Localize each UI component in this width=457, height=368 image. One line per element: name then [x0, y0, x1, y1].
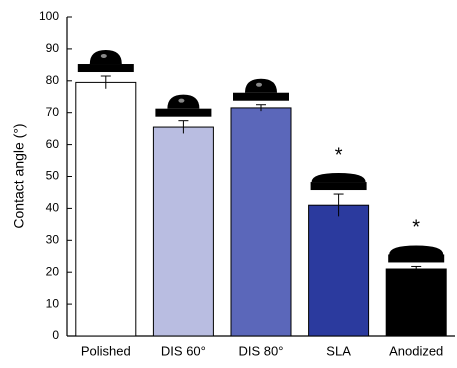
y-tick-label: 20	[46, 264, 60, 278]
x-tick-label: DIS 80°	[239, 343, 284, 358]
y-axis-label: Contact angle (°)	[11, 123, 27, 228]
bar	[385, 268, 447, 337]
annotation: *	[335, 144, 343, 166]
x-tick-label: Polished	[81, 343, 131, 358]
droplet-base	[310, 182, 367, 191]
bar	[308, 204, 370, 337]
y-tick-label: 80	[46, 73, 60, 87]
droplet-highlight	[178, 98, 185, 103]
droplet	[311, 173, 366, 183]
droplet-base	[155, 108, 212, 117]
x-tick-label: Anodized	[389, 343, 443, 358]
x-tick-label: SLA	[326, 343, 351, 358]
y-tick-label: 70	[46, 105, 60, 119]
droplet-highlight	[256, 82, 262, 87]
y-tick-label: 50	[46, 169, 60, 183]
x-tick-label: DIS 60°	[161, 343, 206, 358]
y-tick-label: 40	[46, 201, 60, 215]
bar	[230, 107, 292, 337]
droplet	[389, 245, 444, 255]
bar	[75, 81, 137, 337]
y-tick-label: 30	[46, 232, 60, 246]
droplet-base	[388, 254, 445, 263]
annotation: *	[412, 217, 420, 239]
droplet-highlight	[100, 54, 107, 59]
y-tick-label: 10	[46, 296, 60, 310]
y-tick-label: 100	[39, 9, 59, 23]
bar	[152, 126, 214, 337]
y-tick-label: 90	[46, 41, 60, 55]
droplet-base	[233, 92, 289, 101]
y-tick-label: 60	[46, 137, 60, 151]
droplet-base	[77, 64, 134, 73]
y-tick-label: 0	[52, 328, 59, 342]
